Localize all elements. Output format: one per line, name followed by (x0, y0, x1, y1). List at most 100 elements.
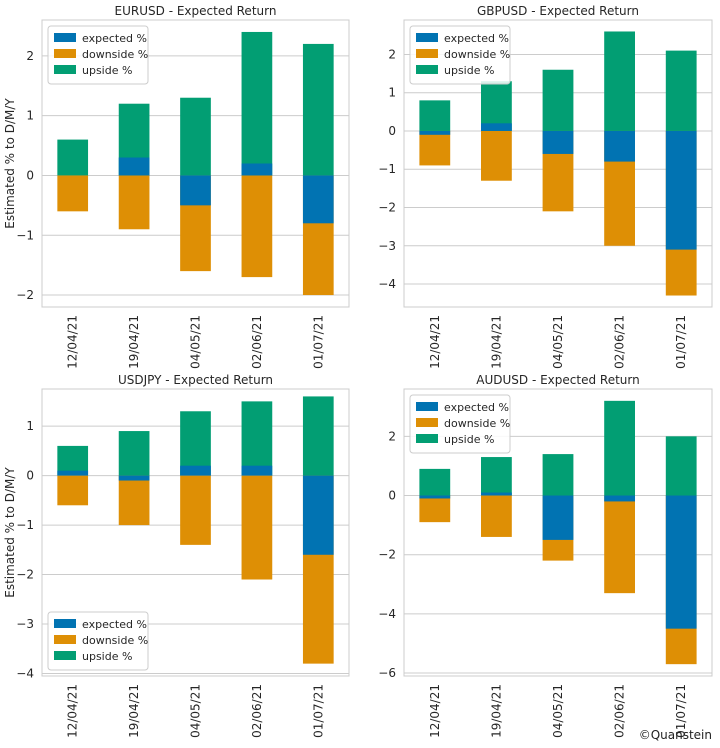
x-tick-label: 04/05/21 (189, 684, 203, 738)
x-tick-label: 19/04/21 (489, 684, 503, 738)
x-tick-label: 04/05/21 (551, 315, 565, 369)
x-tick-label: 19/04/21 (127, 684, 141, 738)
legend-swatch (416, 434, 438, 443)
y-tick-label: −1 (16, 228, 34, 242)
y-tick-label: −1 (378, 162, 396, 176)
expected-bar (542, 495, 574, 540)
upside-bar (542, 69, 574, 131)
downside-bar (57, 475, 89, 506)
downside-bar (419, 495, 451, 523)
chart-title: GBPUSD - Expected Return (477, 4, 639, 18)
y-tick-label: −4 (16, 667, 34, 681)
chart-title: USDJPY - Expected Return (118, 373, 273, 387)
legend-swatch (54, 635, 76, 644)
expected-bar (665, 130, 697, 250)
upside-bar (604, 400, 635, 496)
x-tick-label: 12/04/21 (428, 315, 442, 369)
downside-bar (481, 130, 512, 181)
downside-bar (419, 130, 451, 166)
downside-bar (241, 475, 273, 580)
chart-title: EURUSD - Expected Return (115, 4, 277, 18)
chart-panel: GBPUSD - Expected Return 2 1 0 −1 −2 −3 −4 12/04… (378, 4, 713, 369)
legend-label: upside % (444, 433, 494, 446)
expected-bar (604, 495, 635, 502)
legend-label: expected % (444, 401, 509, 414)
y-tick-label: −2 (16, 288, 34, 302)
x-tick-label: 01/07/21 (674, 315, 688, 369)
upside-bar (302, 396, 334, 476)
legend-swatch (416, 402, 438, 411)
upside-bar (542, 454, 574, 496)
downside-bar (604, 495, 635, 594)
y-tick-label: 0 (388, 489, 396, 503)
y-tick-label: 1 (26, 109, 34, 123)
chart-panel: EURUSD - Expected Return 2 1 0 −1 −2 Estimated… (3, 4, 350, 369)
x-tick-label: 12/04/21 (66, 315, 80, 369)
legend-label: expected % (444, 32, 509, 45)
plot-frame (41, 388, 350, 677)
x-tick-label: 01/07/21 (311, 684, 325, 738)
chart-panel: USDJPY - Expected Return 1 0 −1 −2 −3 −4 Estima… (3, 373, 350, 738)
upside-bar (665, 436, 697, 496)
upside-bar (419, 100, 451, 131)
y-tick-label: −2 (378, 201, 396, 215)
y-tick-label: 2 (26, 49, 34, 63)
upside-bar (57, 139, 89, 176)
x-tick-label: 01/07/21 (674, 684, 688, 738)
legend-label: expected % (82, 32, 147, 45)
downside-bar (118, 175, 150, 230)
expected-bar (302, 175, 334, 224)
upside-bar (118, 431, 150, 476)
y-tick-label: 0 (26, 168, 34, 182)
downside-bar (57, 175, 89, 212)
upside-bar (665, 50, 697, 131)
expected-bar (665, 495, 697, 629)
x-tick-label: 02/06/21 (250, 315, 264, 369)
downside-bar (118, 475, 150, 526)
x-tick-label: 04/05/21 (189, 315, 203, 369)
y-axis-label: Estimated % to D/M/Y (3, 98, 17, 229)
expected-bar (419, 130, 451, 135)
downside-bar (481, 495, 512, 537)
upside-bar (481, 457, 512, 496)
x-tick-label: 12/04/21 (428, 684, 442, 738)
upside-bar (180, 411, 211, 476)
expected-bar (118, 475, 150, 481)
legend: expected % downside % upside % (47, 25, 149, 85)
y-tick-label: −3 (16, 617, 34, 631)
x-tick-label: 04/05/21 (551, 684, 565, 738)
legend-swatch (54, 33, 76, 42)
legend-swatch (54, 65, 76, 74)
chart-title: AUDUSD - Expected Return (476, 373, 639, 387)
expected-bar (542, 130, 574, 154)
y-tick-label: −1 (16, 518, 34, 532)
legend-swatch (54, 651, 76, 660)
expected-bar (180, 175, 211, 206)
legend: expected % downside % upside % (47, 611, 149, 671)
upside-bar (241, 401, 273, 476)
legend-swatch (54, 49, 76, 58)
legend-label: upside % (82, 64, 132, 77)
legend-label: upside % (82, 650, 132, 663)
legend-swatch (416, 418, 438, 427)
y-tick-label: 0 (26, 469, 34, 483)
expected-bar (118, 157, 150, 176)
legend-label: downside % (82, 634, 148, 647)
expected-bar (481, 492, 512, 496)
y-tick-label: 2 (388, 429, 396, 443)
y-tick-label: 1 (388, 86, 396, 100)
upside-bar (180, 97, 211, 176)
y-tick-label: 1 (26, 419, 34, 433)
legend-swatch (54, 619, 76, 628)
legend-label: downside % (82, 48, 148, 61)
legend-label: downside % (444, 417, 510, 430)
legend-swatch (416, 49, 438, 58)
x-tick-label: 02/06/21 (250, 684, 264, 738)
expected-bar (241, 163, 273, 176)
upside-bar (604, 31, 635, 131)
expected-bar (180, 465, 211, 476)
legend: expected % downside % upside % (409, 394, 511, 454)
legend-label: upside % (444, 64, 494, 77)
y-tick-label: −3 (378, 239, 396, 253)
expected-bar (57, 470, 89, 476)
